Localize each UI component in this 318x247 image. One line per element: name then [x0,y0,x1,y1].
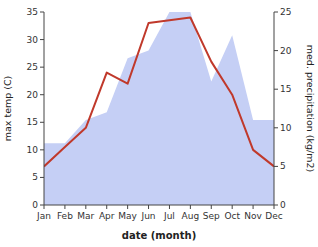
y2-tick [274,166,278,167]
y-tick-label: 5 [32,172,38,182]
y-tick [40,177,44,178]
x-tick-label: Apr [99,211,115,221]
y2-axis-line [274,12,275,205]
x-tick [211,205,212,209]
x-tick [148,205,149,209]
x-tick [127,205,128,209]
x-tick [85,205,86,209]
y2-tick [274,12,278,13]
x-tick-label: Jun [141,211,156,221]
x-tick [232,205,233,209]
y-tick-label: 35 [27,7,38,17]
x-tick [44,205,45,209]
x-tick-label: Oct [224,211,240,221]
y-tick-label: 15 [27,117,38,127]
x-tick [190,205,191,209]
y-tick [40,122,44,123]
y2-tick-label: 5 [280,161,286,171]
y-tick [40,94,44,95]
x-tick-label: Jan [36,211,51,221]
y2-tick-label: 15 [280,84,291,94]
precipitation-area [44,12,274,205]
x-axis-label: date (month) [122,230,196,241]
x-tick [106,205,107,209]
x-tick [169,205,170,209]
y-tick-label: 0 [32,200,38,210]
y-tick-label: 10 [27,145,39,155]
temperature-line [44,18,274,167]
y2-tick [274,205,278,206]
y-tick [40,149,44,150]
x-tick [253,205,254,209]
x-tick-label: Aug [182,211,200,221]
x-tick-label: Mar [77,211,94,221]
y2-tick [274,89,278,90]
x-tick-label: Jul [163,211,175,221]
y-tick [40,205,44,206]
x-tick [274,205,275,209]
y-tick-label: 20 [27,90,39,100]
y-tick [40,39,44,40]
y2-tick-label: 25 [280,7,291,17]
y-axis-line [44,12,45,205]
y-tick [40,67,44,68]
x-tick-label: Feb [57,211,73,221]
x-tick [64,205,65,209]
x-tick-label: Sep [203,211,220,221]
y2-tick-label: 0 [280,200,286,210]
y-tick-label: 30 [27,35,39,45]
x-tick-label: Dec [265,211,282,221]
y-axis-label: max temp (C) [2,76,13,142]
y2-tick-label: 20 [280,46,292,56]
y2-tick-label: 10 [280,123,292,133]
y-tick-label: 25 [27,62,38,72]
y2-axis-label: med. precipitation (kg/m2) [305,45,316,172]
x-tick-label: Nov [244,211,262,221]
y2-tick [274,50,278,51]
plot-area [44,12,274,205]
x-tick-label: May [118,211,137,221]
y-tick [40,12,44,13]
chart: 0 5 10 15 20 25 30 35 0 5 10 15 20 25 Jan Feb Mar AprMay J… [0,0,318,247]
x-axis-line [44,205,274,206]
y2-tick [274,127,278,128]
